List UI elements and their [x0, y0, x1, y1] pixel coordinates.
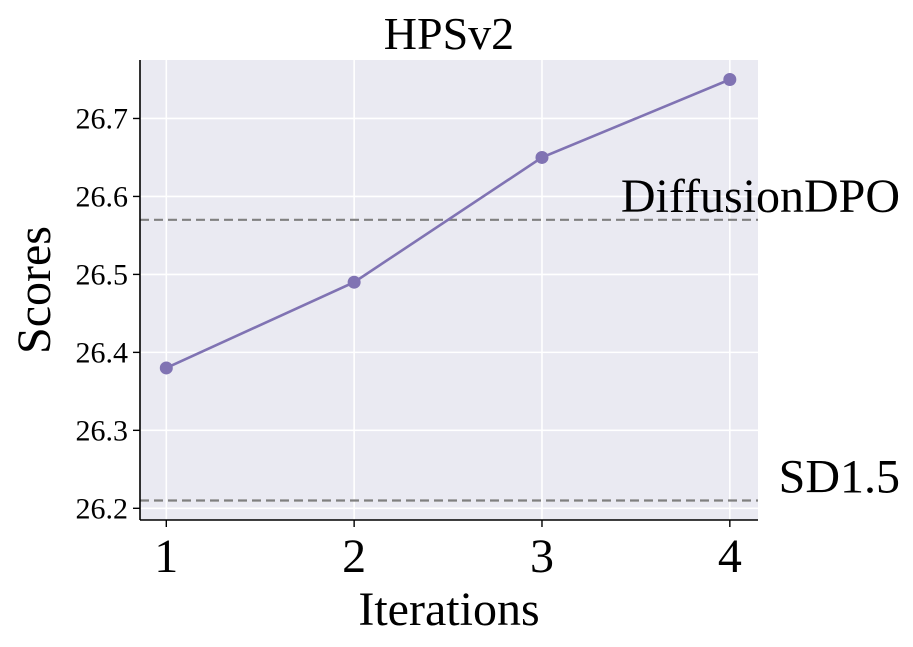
x-tick-label-2: 2 — [342, 530, 366, 583]
x-tick-labels: 1 2 3 4 — [154, 520, 742, 583]
data-point-4 — [723, 72, 737, 86]
data-point-3 — [535, 150, 549, 164]
y-tick-labels: 26.2 26.3 26.4 26.5 26.6 26.7 — [76, 102, 140, 525]
series-line-1 — [165, 78, 731, 370]
x-tick-label-4: 4 — [718, 530, 742, 583]
y-tick-label-1: 26.2 — [76, 492, 129, 525]
y-tick-label-3: 26.4 — [76, 336, 129, 369]
axes — [139, 60, 758, 521]
x-tick-label-3: 3 — [530, 530, 554, 583]
plot-background — [140, 60, 758, 520]
grid-lines — [140, 60, 758, 520]
x-tick-label-1: 1 — [154, 530, 178, 583]
x-axis-label: Iterations — [358, 583, 539, 636]
data-point-1 — [159, 361, 173, 375]
reference-label-diffusiondpo: DiffusionDPO — [621, 170, 900, 223]
reference-label-sd1-5: SD1.5 — [779, 451, 900, 504]
reference-labels: DiffusionDPO SD1.5 — [621, 170, 900, 504]
data-point-2 — [347, 275, 361, 289]
y-tick-label-6: 26.7 — [76, 102, 129, 135]
y-tick-label-4: 26.5 — [76, 258, 129, 291]
chart-title: HPSv2 — [384, 8, 514, 59]
y-tick-label-2: 26.3 — [76, 414, 129, 447]
y-axis-label: Scores — [8, 226, 61, 354]
y-tick-label-5: 26.6 — [76, 180, 129, 213]
data-series — [159, 72, 737, 375]
